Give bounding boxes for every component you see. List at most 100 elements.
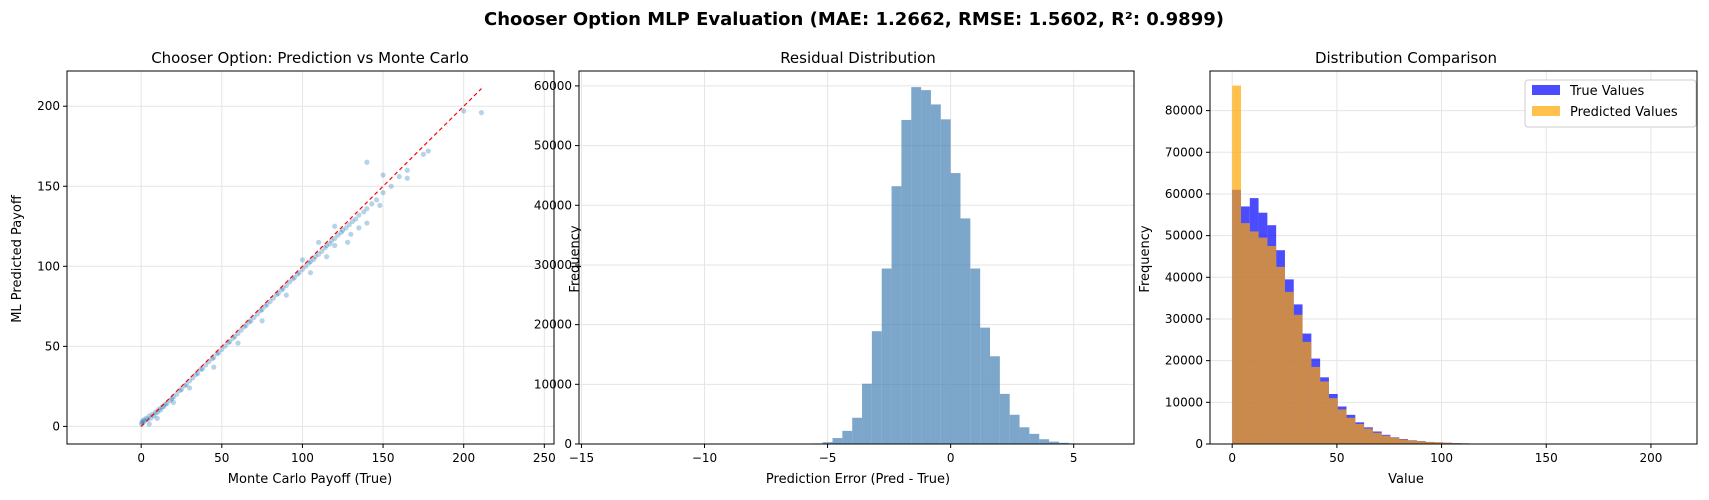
axes-frame: [578, 70, 1135, 445]
predicted-values-bar: [1320, 381, 1329, 444]
scatter-point: [283, 292, 289, 298]
x-tick-label: 200: [1639, 451, 1662, 465]
scatter-point: [322, 245, 328, 251]
scatter-point: [139, 418, 145, 425]
legend-swatch-predicted: [1532, 106, 1560, 116]
scatter-point: [315, 251, 322, 257]
x-tick-label: 100: [1430, 451, 1453, 465]
predicted-values-bar: [1311, 366, 1321, 444]
scatter-point: [361, 209, 367, 215]
histogram-bar: [1019, 427, 1030, 444]
histogram-bar: [960, 218, 971, 444]
scatter-point: [146, 413, 152, 419]
y-tick-label: 80000: [1165, 104, 1203, 118]
scatter-point: [154, 415, 160, 421]
histogram-bar: [822, 442, 833, 444]
histogram-bar: [842, 430, 853, 444]
scatter-point: [164, 400, 170, 406]
predicted-values-bar: [1276, 266, 1285, 444]
scatter-point: [149, 411, 156, 417]
histogram-bar: [891, 186, 902, 444]
scatter-point: [324, 254, 330, 260]
scatter-point: [303, 263, 309, 269]
figure-suptitle: Chooser Option MLP Evaluation (MAE: 1.26…: [484, 9, 1224, 30]
scatter-point: [248, 318, 254, 324]
scatter-point: [335, 232, 341, 238]
predicted-values-bar: [1267, 246, 1277, 444]
y-tick-label: 40000: [1165, 270, 1203, 284]
histogram-bar: [881, 268, 892, 444]
predicted-values-bar: [1346, 417, 1356, 444]
scatter-point: [425, 148, 431, 154]
x-tick-label: −10: [692, 451, 717, 465]
scatter-point: [404, 175, 410, 181]
scatter-point: [267, 298, 273, 305]
y-tick-label: 0: [564, 437, 572, 451]
scatter-point: [332, 242, 338, 249]
scatter-point: [299, 257, 306, 263]
scatter-point: [140, 417, 147, 423]
scatter-point: [262, 303, 268, 309]
predicted-values-bar: [1381, 435, 1391, 444]
predicted-values-bar: [1434, 442, 1444, 444]
y-tick-label: 0: [52, 419, 60, 433]
predicted-values-bar: [1258, 237, 1268, 444]
scatter-point: [420, 151, 426, 157]
residual-panel: Residual Distribution Prediction Error (…: [534, 49, 1135, 487]
y-tick-label: 50000: [1165, 229, 1203, 243]
legend-label-predicted: Predicted Values: [1570, 105, 1678, 120]
scatter-point: [186, 385, 193, 391]
y-tick-label: 10000: [1165, 395, 1203, 409]
comparison-panel: Distribution Comparison Value Frequency …: [1138, 49, 1698, 487]
scatter-point: [328, 238, 335, 244]
histogram-bar: [940, 119, 951, 445]
scatter-point: [377, 202, 383, 209]
scatter-point: [374, 197, 380, 203]
histogram-bar: [990, 356, 1000, 444]
predicted-values-bar: [1293, 314, 1303, 444]
predicted-values-bar: [1337, 409, 1347, 444]
y-tick-label: 200: [37, 99, 60, 113]
scatter-point: [349, 218, 356, 225]
scatter-point: [461, 108, 467, 114]
axes-frame: [66, 70, 555, 445]
scatter-point: [319, 248, 325, 254]
scatter-point: [148, 415, 154, 421]
scatter-point: [344, 239, 351, 245]
scatter-point: [332, 235, 338, 242]
histogram-bar: [1039, 439, 1050, 444]
histogram-bar: [852, 417, 863, 444]
predicted-values-bar: [1284, 291, 1294, 444]
y-tick-label: 20000: [534, 318, 572, 332]
scatter-panel: Chooser Option: Prediction vs Monte Carl…: [10, 49, 556, 487]
legend-label-true: True Values: [1569, 84, 1644, 99]
predicted-values-bar: [1390, 437, 1400, 444]
y-tick-label: 50: [45, 339, 60, 353]
scatter-point: [159, 404, 165, 410]
x-tick-label: 0: [137, 451, 145, 465]
histogram-bar: [862, 383, 872, 444]
scatter-title: Chooser Option: Prediction vs Monte Carl…: [151, 49, 469, 67]
predicted-values-bar: [1425, 441, 1435, 444]
scatter-point: [278, 287, 285, 293]
scatter-point: [243, 322, 249, 328]
x-tick-label: 0: [947, 451, 955, 465]
scatter-point: [283, 282, 289, 289]
predicted-values-bar: [1249, 231, 1259, 444]
scatter-point: [193, 371, 199, 377]
y-tick-label: 50000: [534, 139, 572, 153]
scatter-point: [178, 386, 185, 393]
histogram-bar: [950, 173, 961, 444]
scatter-point: [183, 381, 189, 388]
y-tick-label: 150: [37, 179, 60, 193]
y-tick-label: 100: [37, 259, 60, 273]
x-tick-label: 5: [1070, 451, 1078, 465]
comparison-ylabel: Frequency: [1138, 225, 1153, 292]
scatter-point: [380, 190, 386, 196]
y-tick-label: 20000: [1165, 354, 1203, 368]
comparison-legend: True Values Predicted Values: [1524, 79, 1697, 128]
scatter-point: [170, 399, 177, 405]
scatter-point: [332, 223, 338, 229]
residual-xlabel: Prediction Error (Pred - True): [766, 472, 950, 487]
